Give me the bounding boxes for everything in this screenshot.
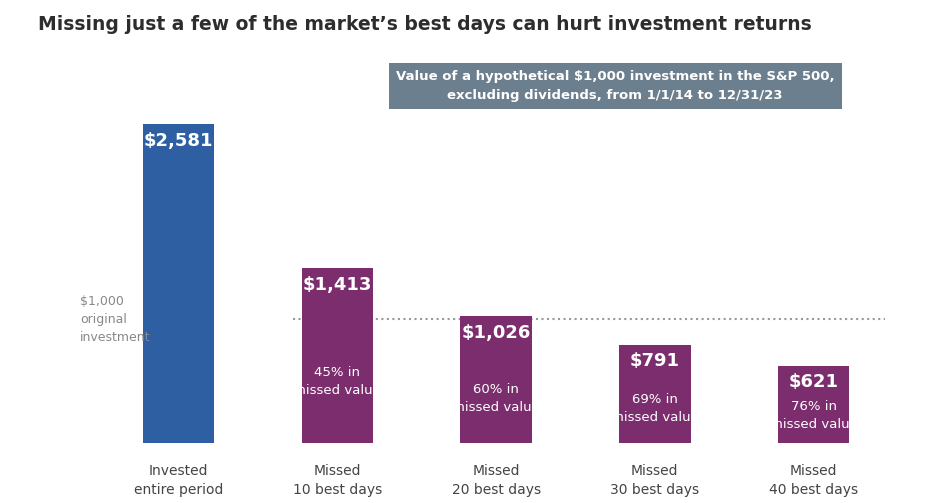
Text: Missing just a few of the market’s best days can hurt investment returns: Missing just a few of the market’s best … [38, 15, 811, 34]
Text: 45% in
missed value: 45% in missed value [294, 366, 381, 397]
Bar [618, 345, 690, 443]
Text: Missed
40 best days: Missed 40 best days [768, 464, 857, 497]
Text: $1,000
original
investment: $1,000 original investment [80, 295, 151, 344]
Text: Value of a hypothetical $1,000 investment in the S&P 500,
excluding dividends, f: Value of a hypothetical $1,000 investmen… [396, 70, 834, 102]
Text: Missed
20 best days: Missed 20 best days [451, 464, 540, 497]
Bar [301, 269, 373, 443]
Text: Missed
30 best days: Missed 30 best days [610, 464, 699, 497]
Text: Missed
10 best days: Missed 10 best days [293, 464, 381, 497]
Text: Invested
entire period: Invested entire period [134, 464, 223, 497]
Bar [143, 124, 214, 443]
Text: 69% in
missed value: 69% in missed value [610, 393, 698, 424]
Text: 76% in
missed value: 76% in missed value [768, 400, 856, 432]
Text: $1,026: $1,026 [461, 323, 531, 342]
Text: $621: $621 [787, 373, 837, 391]
Bar [460, 316, 531, 443]
Text: $2,581: $2,581 [143, 132, 213, 150]
Bar [777, 366, 849, 443]
Text: $1,413: $1,413 [302, 276, 372, 294]
Text: 60% in
missed value: 60% in missed value [452, 383, 539, 414]
Text: $791: $791 [629, 353, 679, 371]
